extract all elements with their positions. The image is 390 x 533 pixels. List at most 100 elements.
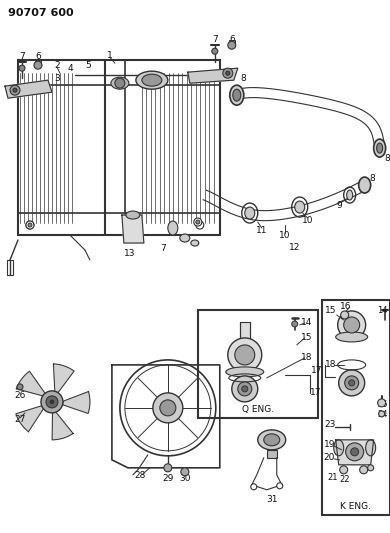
Circle shape [346,443,363,461]
Text: 31: 31 [266,495,278,504]
Text: 30: 30 [179,474,191,483]
Circle shape [238,382,252,396]
Bar [7,260,13,275]
Bar [322,300,390,515]
Circle shape [339,370,365,396]
Circle shape [277,483,283,489]
Text: 1: 1 [107,51,113,60]
Circle shape [194,218,202,226]
Circle shape [50,400,54,404]
Text: 17: 17 [310,389,321,398]
Circle shape [13,88,17,92]
Circle shape [26,221,34,229]
Ellipse shape [264,434,280,446]
Text: 22: 22 [340,475,350,484]
Polygon shape [336,440,374,465]
Ellipse shape [233,89,241,101]
Bar [18,60,220,235]
Circle shape [340,466,347,474]
Circle shape [212,48,218,54]
Polygon shape [122,215,144,243]
Ellipse shape [142,74,162,86]
Text: 25: 25 [377,400,388,409]
Circle shape [160,400,176,416]
Circle shape [153,393,183,423]
Ellipse shape [168,221,178,235]
Text: 14: 14 [377,306,388,316]
Text: 5: 5 [85,61,91,70]
Text: 19: 19 [324,440,335,449]
Text: 15: 15 [325,306,336,316]
Text: 90707 600: 90707 600 [8,8,74,18]
Polygon shape [16,372,45,396]
Bar [198,310,318,418]
Text: 7: 7 [212,35,218,44]
Polygon shape [62,392,90,414]
Text: Q ENG.: Q ENG. [242,406,274,414]
Text: 11: 11 [256,225,268,235]
Ellipse shape [191,240,199,246]
Text: 20: 20 [324,454,335,462]
Circle shape [181,468,189,476]
Polygon shape [52,412,73,440]
Circle shape [345,376,359,390]
Circle shape [378,399,386,407]
Ellipse shape [258,430,286,450]
Text: 17: 17 [311,366,323,375]
Text: 3: 3 [54,74,60,83]
Circle shape [232,376,258,402]
Circle shape [26,221,34,229]
Text: 7: 7 [160,244,166,253]
Text: 12: 12 [289,243,300,252]
Circle shape [368,465,374,471]
Circle shape [196,220,200,224]
Text: 21: 21 [328,473,338,482]
Ellipse shape [136,71,168,89]
Text: 6: 6 [229,35,235,44]
Circle shape [351,448,359,456]
Ellipse shape [359,177,370,193]
Polygon shape [5,80,52,98]
Polygon shape [53,364,74,393]
Circle shape [17,384,23,390]
Text: 23: 23 [325,421,336,430]
Text: 8: 8 [370,174,376,183]
Circle shape [360,466,368,474]
Circle shape [344,317,360,333]
Text: 7: 7 [19,52,25,61]
Text: 24: 24 [377,410,388,419]
Circle shape [228,41,236,49]
Text: 27: 27 [14,415,26,424]
Circle shape [379,411,385,417]
Ellipse shape [366,440,376,456]
Bar [267,450,277,458]
Text: 8: 8 [385,154,390,163]
Ellipse shape [245,207,255,219]
Text: 13: 13 [124,248,136,257]
Circle shape [41,391,63,413]
Text: 18: 18 [325,360,336,369]
Text: K ENG.: K ENG. [340,502,371,511]
Circle shape [251,484,257,490]
Ellipse shape [336,332,368,342]
Text: 4: 4 [67,63,73,72]
Text: 26: 26 [14,391,26,400]
Ellipse shape [180,234,190,242]
Circle shape [242,386,248,392]
Text: 28: 28 [134,471,145,480]
Bar [35,60,41,65]
Circle shape [46,396,58,408]
Ellipse shape [374,139,386,157]
Text: 2: 2 [54,61,60,70]
Circle shape [235,345,255,365]
Circle shape [115,78,125,88]
Circle shape [19,65,25,71]
Ellipse shape [111,77,129,89]
Text: 10: 10 [302,215,314,224]
Text: 10: 10 [279,231,291,239]
Text: 18: 18 [301,353,312,362]
Ellipse shape [295,201,305,213]
Ellipse shape [230,85,244,105]
Circle shape [34,61,42,69]
Ellipse shape [334,440,344,456]
